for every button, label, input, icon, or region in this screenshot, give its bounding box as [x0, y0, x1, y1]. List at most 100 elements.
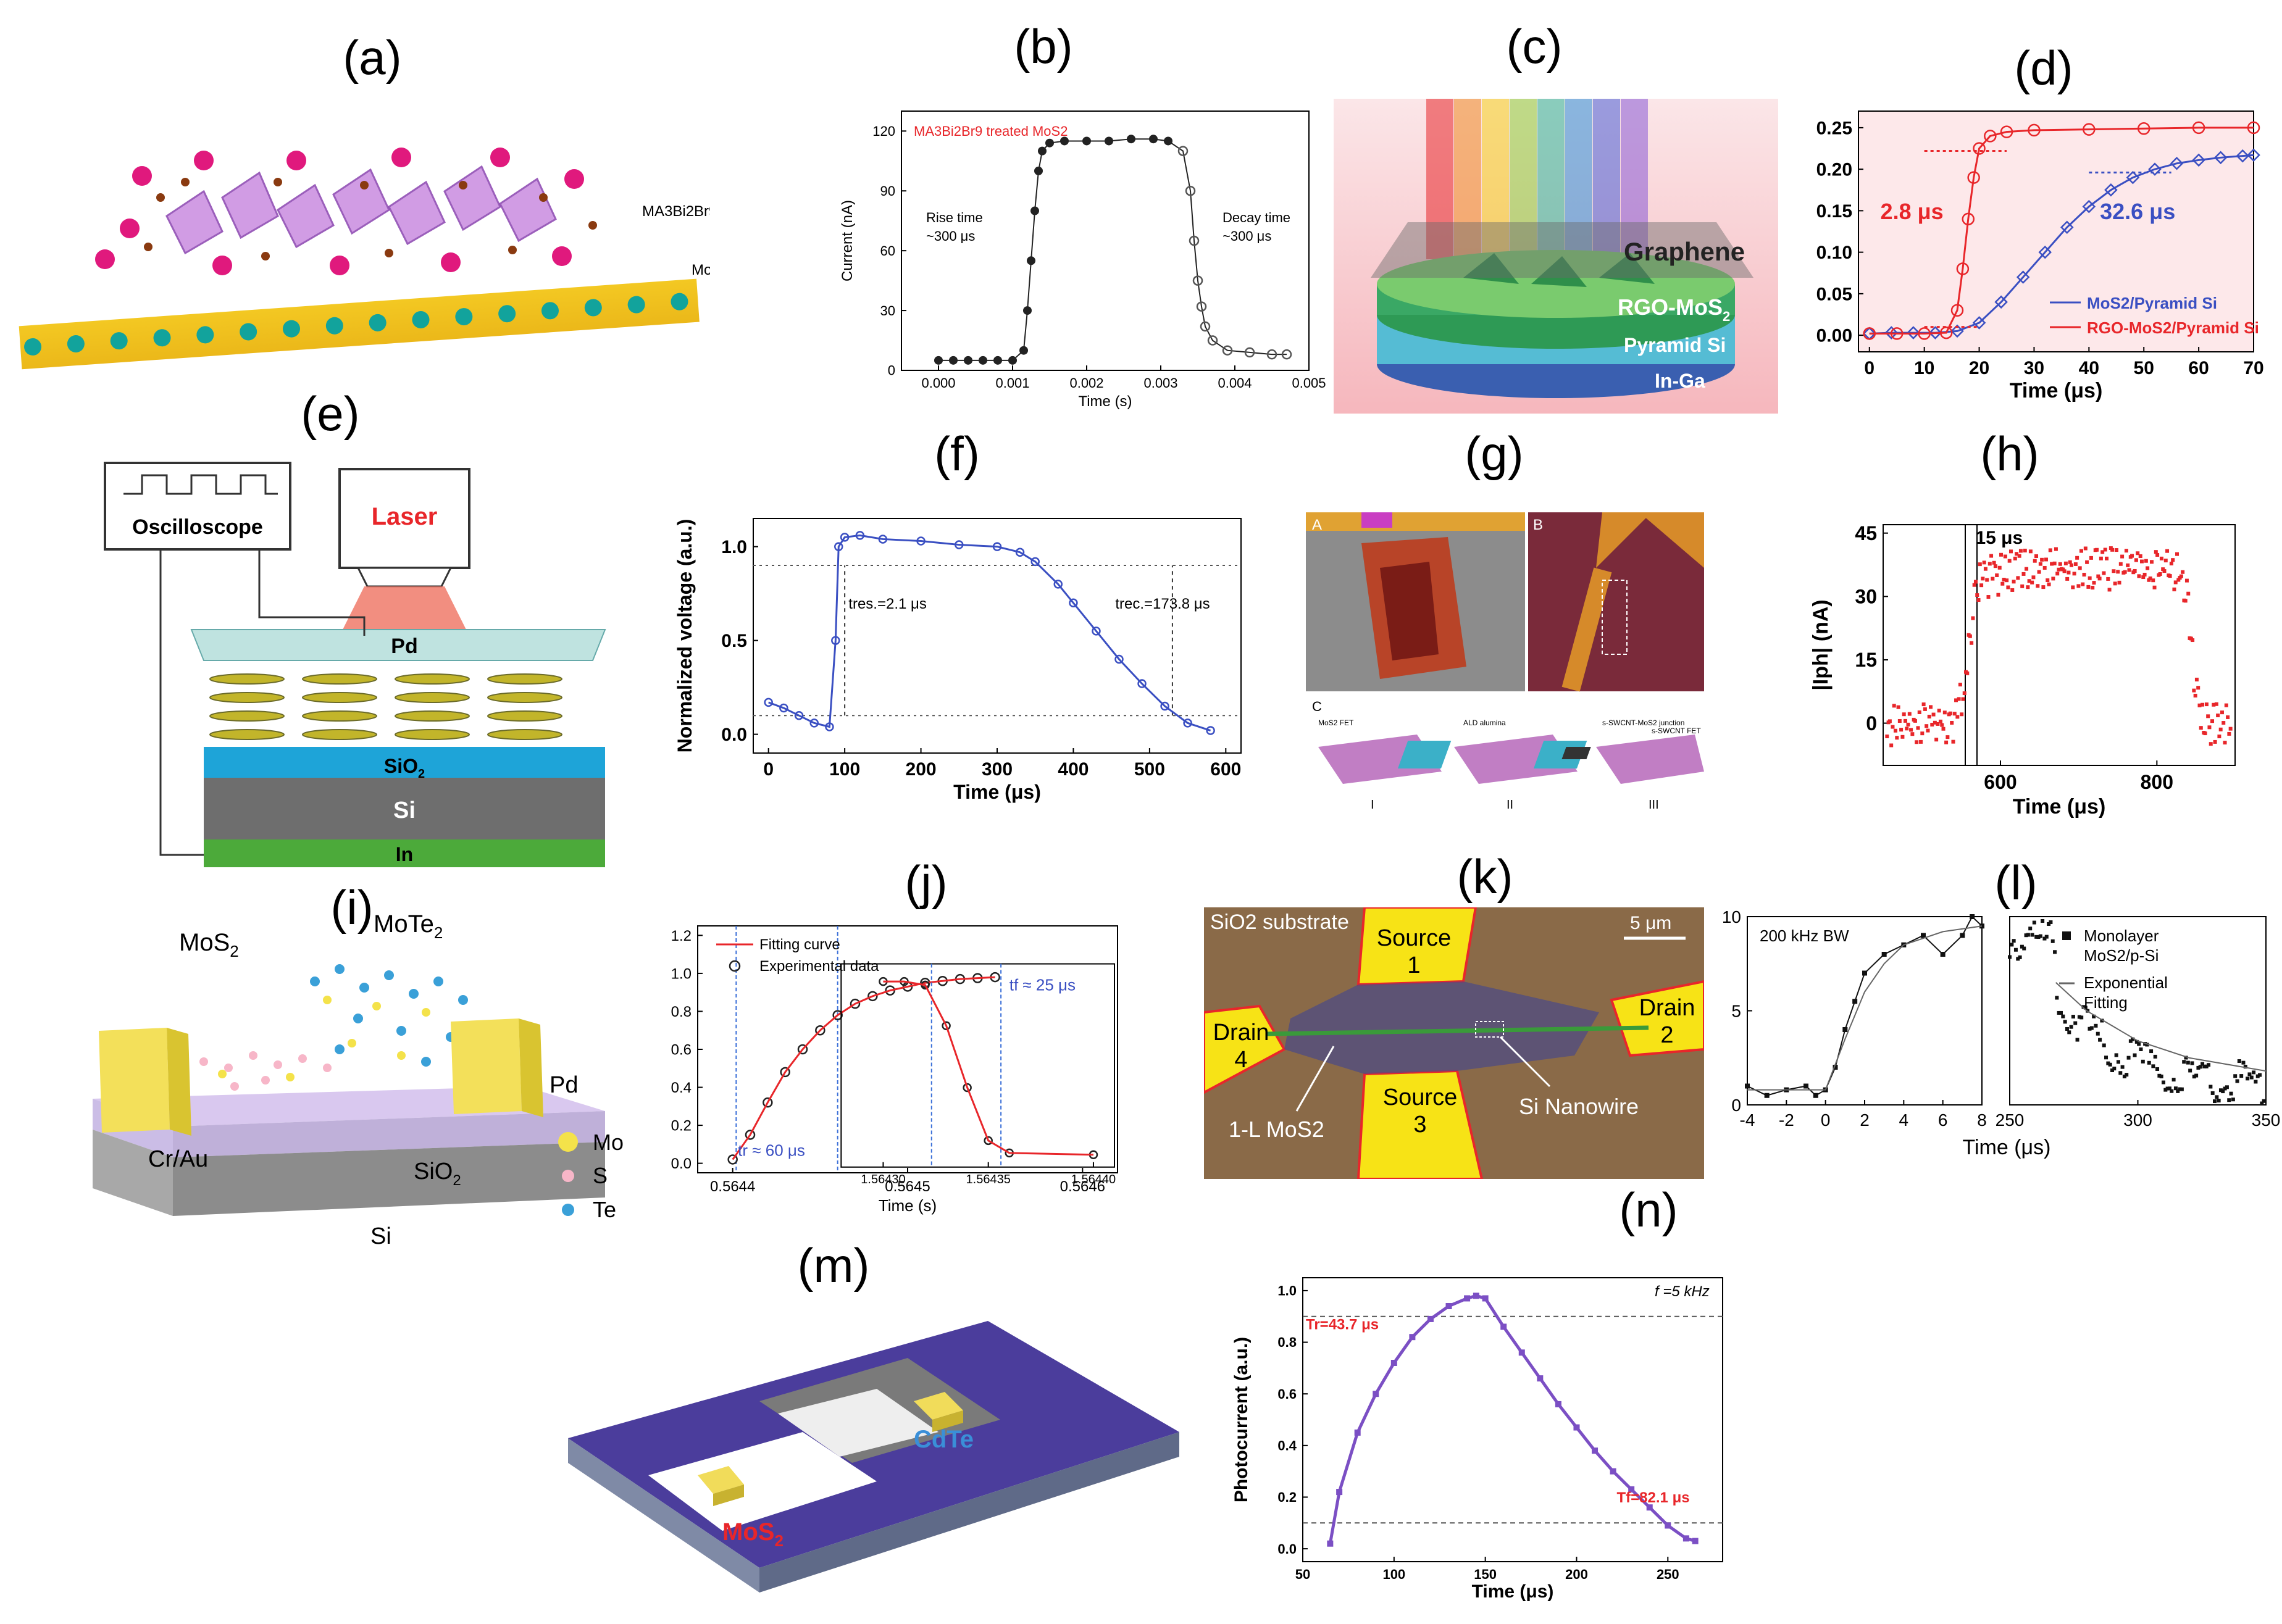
data-point	[2096, 1031, 2100, 1036]
data-point	[2020, 944, 2024, 949]
panel-label-m: (m)	[797, 1238, 870, 1293]
data-point	[2130, 554, 2134, 558]
data-point	[1939, 326, 1953, 339]
y-tick-label: 1.2	[671, 928, 692, 944]
data-point	[1926, 728, 1930, 733]
data-point	[2117, 580, 2121, 585]
legend-label: MoS2/p-Si	[2084, 946, 2159, 965]
data-point	[2078, 566, 2082, 570]
data-point	[834, 542, 843, 551]
data-point	[2106, 1061, 2110, 1065]
data-point	[2154, 550, 2158, 554]
data-point	[2082, 572, 2086, 577]
data-point	[1592, 1447, 1599, 1454]
data-point	[2050, 562, 2054, 566]
data-point	[2110, 1068, 2114, 1072]
legend-s: S	[593, 1163, 608, 1188]
panel-m-device: CdTe MoS2 SiO2	[568, 1321, 1179, 1593]
legend-label: Monolayer	[2084, 927, 2159, 945]
data-point	[2137, 574, 2141, 578]
data-point	[1905, 727, 1909, 731]
data-point	[2196, 686, 2200, 690]
y-tick-label: 0.20	[1816, 160, 1852, 180]
data-point	[1960, 933, 1965, 938]
data-point	[2197, 703, 2202, 707]
data-point	[2223, 741, 2227, 745]
data-point	[2204, 1064, 2209, 1068]
panel-label-a: (a)	[343, 30, 402, 85]
data-point	[1189, 235, 1200, 246]
data-point	[2044, 557, 2048, 562]
annotation: 32.6 μs	[2100, 199, 2175, 224]
data-point	[2171, 558, 2175, 562]
data-point	[1027, 256, 1035, 265]
data-point	[1948, 711, 1952, 715]
label-drain2: Drain 2	[1639, 995, 1695, 1048]
data-point	[2224, 703, 2228, 707]
data-point	[1881, 952, 1887, 957]
data-point	[2200, 702, 2205, 707]
data-point	[1852, 999, 1858, 1004]
data-point	[2162, 569, 2167, 573]
y-tick-label: 0.05	[1816, 284, 1852, 304]
x-tick-label: 300	[982, 759, 1013, 780]
legend-label: Fitting	[2084, 993, 2128, 1012]
data-point	[2157, 1073, 2162, 1078]
chart-j: 0.5644 0.5645 0.5646 0.0 0.2 0.4 0.6 0.8 1.0 1.2 T…	[671, 925, 1118, 1215]
data-point	[779, 703, 788, 713]
label-g-C: C	[1312, 699, 1322, 714]
data-point	[2028, 123, 2041, 137]
label-source1: Source 1	[1377, 925, 1451, 978]
data-point	[2175, 552, 2180, 556]
data-point	[2061, 1014, 2065, 1018]
data-point	[1917, 710, 1921, 714]
data-point	[1900, 735, 1905, 739]
x-tick-label: 150	[1474, 1567, 1497, 1582]
legend-label: Experimental data	[759, 958, 879, 975]
data-point	[2022, 946, 2026, 951]
data-point	[1919, 739, 1923, 744]
data-point	[1962, 691, 1966, 696]
data-point	[745, 1130, 756, 1140]
x-tick-label: 100	[829, 759, 860, 780]
data-point	[1961, 697, 1965, 701]
y-tick-label: 0	[888, 363, 895, 378]
data-point	[1892, 704, 1896, 708]
data-point	[1895, 736, 1899, 740]
data-point	[2059, 1010, 2063, 1015]
x-tick-label: 800	[2141, 771, 2173, 793]
data-point	[2047, 922, 2051, 926]
data-point	[1950, 324, 1964, 338]
data-point	[1114, 654, 1124, 664]
plot-frame	[840, 963, 1115, 1168]
x-tick-label: 70	[2243, 358, 2263, 378]
data-point	[2125, 1073, 2129, 1077]
y-tick-label: 0.15	[1816, 201, 1852, 222]
data-point	[1982, 560, 1986, 565]
data-point	[1015, 548, 1025, 557]
data-point	[2188, 1068, 2192, 1073]
label-in-e: In	[396, 843, 413, 865]
y-tick-label: 0.6	[1277, 1386, 1297, 1402]
data-point	[1665, 1522, 1671, 1529]
data-point	[2239, 1074, 2244, 1078]
data-point	[1897, 718, 1902, 723]
data-point	[1473, 1293, 1479, 1299]
data-point	[2032, 920, 2036, 925]
data-point	[934, 356, 943, 365]
data-point	[2152, 585, 2157, 589]
x-tick-label: 100	[1382, 1567, 1405, 1582]
data-point	[2229, 1091, 2233, 1096]
data-point	[1915, 740, 1919, 744]
data-point	[2191, 638, 2195, 643]
annotation: Rise time	[926, 210, 983, 225]
data-point	[1427, 1315, 1434, 1322]
data-point	[2186, 591, 2191, 596]
data-point	[1984, 130, 1997, 143]
data-point	[2134, 1039, 2139, 1044]
data-point	[2186, 1060, 2190, 1065]
panel-label-h: (h)	[1980, 427, 2039, 481]
data-point	[1992, 560, 1996, 565]
chart-h: 600 800 0 15 30 45 Time (μs) |Iph| (nA) 15 μs	[1809, 522, 2236, 818]
data-point	[1896, 705, 1900, 709]
